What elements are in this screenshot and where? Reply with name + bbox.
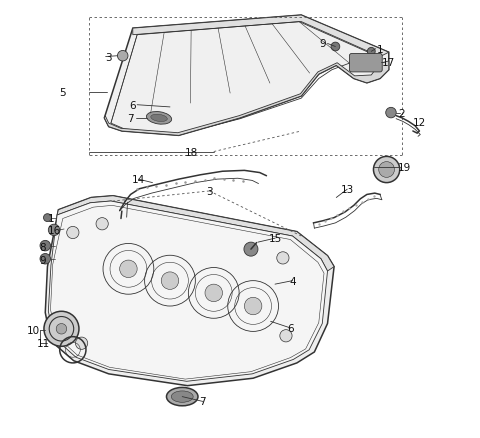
Polygon shape xyxy=(45,196,334,386)
Text: 2: 2 xyxy=(398,109,405,119)
FancyBboxPatch shape xyxy=(349,54,382,73)
Text: 14: 14 xyxy=(132,175,145,185)
Text: 3: 3 xyxy=(206,187,213,197)
Text: 6: 6 xyxy=(287,323,294,333)
Text: 1: 1 xyxy=(48,214,54,224)
Ellipse shape xyxy=(151,115,168,122)
Ellipse shape xyxy=(146,112,172,125)
Text: 19: 19 xyxy=(397,163,411,173)
Text: 7: 7 xyxy=(127,113,134,124)
Text: 17: 17 xyxy=(382,58,396,68)
Circle shape xyxy=(48,225,60,236)
Circle shape xyxy=(244,243,258,257)
Ellipse shape xyxy=(167,388,198,406)
Circle shape xyxy=(40,241,50,251)
Circle shape xyxy=(367,48,375,56)
Text: 1: 1 xyxy=(377,45,384,55)
Polygon shape xyxy=(133,16,389,57)
Text: 6: 6 xyxy=(130,100,136,110)
Circle shape xyxy=(331,43,340,52)
Circle shape xyxy=(379,162,395,178)
Circle shape xyxy=(75,337,88,350)
Text: 4: 4 xyxy=(289,276,296,286)
Circle shape xyxy=(373,157,400,183)
Text: 13: 13 xyxy=(341,185,354,195)
Text: 9: 9 xyxy=(39,255,46,265)
Polygon shape xyxy=(48,201,327,381)
Polygon shape xyxy=(57,196,334,272)
Circle shape xyxy=(67,227,79,239)
Text: 18: 18 xyxy=(185,147,199,157)
Circle shape xyxy=(280,330,292,342)
Text: 10: 10 xyxy=(27,325,40,336)
Circle shape xyxy=(44,214,51,222)
Text: 8: 8 xyxy=(39,242,46,252)
Polygon shape xyxy=(104,62,389,136)
Circle shape xyxy=(161,272,179,290)
Ellipse shape xyxy=(171,391,193,403)
Text: 15: 15 xyxy=(268,233,282,244)
Text: 3: 3 xyxy=(106,53,112,63)
Text: 12: 12 xyxy=(413,118,426,128)
Circle shape xyxy=(386,108,396,119)
Text: 5: 5 xyxy=(60,88,66,97)
Circle shape xyxy=(96,218,108,230)
Circle shape xyxy=(120,261,137,278)
Text: 9: 9 xyxy=(320,39,326,49)
Circle shape xyxy=(277,252,289,265)
Text: 7: 7 xyxy=(200,396,206,406)
Circle shape xyxy=(56,324,67,334)
Text: 11: 11 xyxy=(36,339,50,348)
Text: 16: 16 xyxy=(48,226,60,236)
Circle shape xyxy=(40,254,50,265)
Circle shape xyxy=(244,297,262,315)
Circle shape xyxy=(44,311,79,346)
Circle shape xyxy=(118,51,128,62)
Polygon shape xyxy=(104,16,389,136)
Circle shape xyxy=(205,285,223,302)
